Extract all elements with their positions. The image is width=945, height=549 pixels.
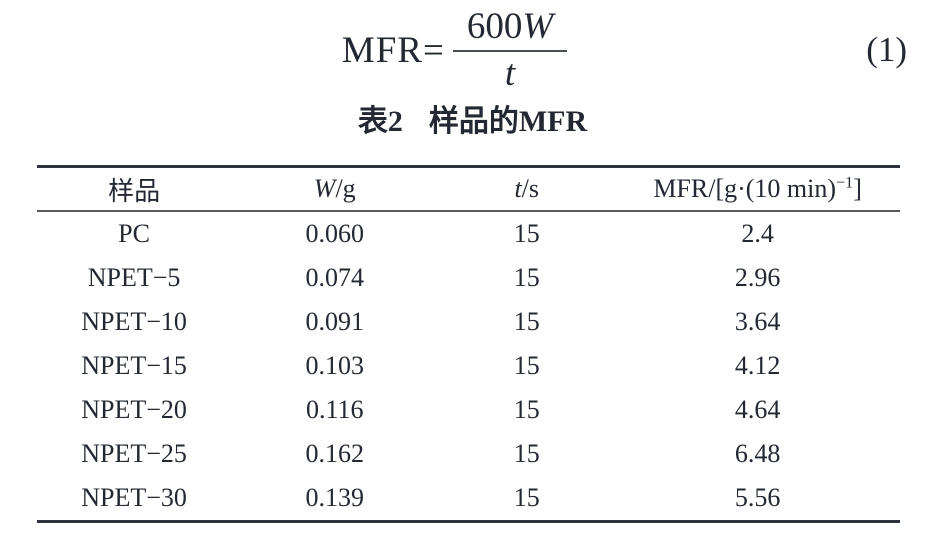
mfr-data-table: 样品 W/g t/s MFR/[g·(10 min)−1] PC 0.060 1… bbox=[37, 165, 900, 523]
header-mfr-prefix: MFR/[g·(10 min) bbox=[653, 174, 837, 203]
header-w-var: W bbox=[313, 174, 336, 203]
w-cell: 0.060 bbox=[305, 219, 364, 248]
header-sample: 样品 bbox=[37, 166, 232, 212]
t-cell: 15 bbox=[513, 351, 540, 380]
denominator-variable: t bbox=[504, 52, 516, 94]
header-w: W/g bbox=[231, 166, 439, 212]
table-row: NPET−5 0.074 15 2.96 bbox=[37, 256, 900, 300]
header-t: t/s bbox=[438, 166, 616, 212]
w-cell: 0.091 bbox=[305, 307, 364, 336]
table-row: NPET−15 0.103 15 4.12 bbox=[37, 344, 900, 388]
table-header: 样品 W/g t/s MFR/[g·(10 min)−1] bbox=[37, 166, 900, 212]
fraction-numerator: 600W bbox=[452, 5, 568, 52]
numerator-variable: W bbox=[522, 5, 554, 47]
mfr-cell: 5.56 bbox=[734, 483, 781, 512]
header-w-unit: /g bbox=[335, 174, 356, 203]
mfr-cell: 4.64 bbox=[734, 395, 781, 424]
equation-block: MFR= 600W t (1) bbox=[0, 0, 945, 100]
sample-cell: NPET−25 bbox=[81, 439, 187, 468]
table-row: NPET−30 0.139 15 5.56 bbox=[37, 476, 900, 522]
t-cell: 15 bbox=[513, 395, 540, 424]
header-mfr-suffix: ] bbox=[853, 174, 862, 203]
table-caption: 表2 样品的MFR bbox=[0, 102, 945, 142]
sample-cell: NPET−20 bbox=[81, 395, 187, 424]
t-cell: 15 bbox=[513, 439, 540, 468]
table-row: NPET−25 0.162 15 6.48 bbox=[37, 432, 900, 476]
header-row: 样品 W/g t/s MFR/[g·(10 min)−1] bbox=[37, 166, 900, 212]
mfr-cell: 4.12 bbox=[734, 351, 781, 380]
table-body: PC 0.060 15 2.4 NPET−5 0.074 15 2.96 NPE… bbox=[37, 211, 900, 522]
w-cell: 0.116 bbox=[305, 395, 364, 424]
sample-cell: NPET−15 bbox=[81, 351, 187, 380]
mfr-cell: 2.96 bbox=[734, 263, 781, 292]
t-cell: 15 bbox=[513, 263, 540, 292]
numerator-coefficient: 600 bbox=[466, 5, 523, 47]
w-cell: 0.162 bbox=[305, 439, 364, 468]
t-cell: 15 bbox=[513, 483, 540, 512]
t-cell: 15 bbox=[513, 219, 540, 248]
equation-lhs: MFR= bbox=[341, 29, 445, 71]
header-t-unit: /s bbox=[521, 174, 540, 203]
mfr-cell: 3.64 bbox=[734, 307, 781, 336]
table-caption-text: 样品的MFR bbox=[428, 105, 588, 138]
table-row: NPET−20 0.116 15 4.64 bbox=[37, 388, 900, 432]
w-cell: 0.103 bbox=[305, 351, 364, 380]
header-mfr: MFR/[g·(10 min)−1] bbox=[615, 166, 900, 212]
sample-cell: NPET−30 bbox=[81, 483, 187, 512]
equation-fraction: 600W t bbox=[452, 5, 568, 94]
sample-cell: NPET−10 bbox=[81, 307, 187, 336]
mfr-cell: 6.48 bbox=[734, 439, 781, 468]
table-row: PC 0.060 15 2.4 bbox=[37, 211, 900, 256]
sample-cell: PC bbox=[118, 219, 150, 248]
table-caption-label: 表2 bbox=[357, 105, 403, 138]
fraction-denominator: t bbox=[505, 52, 515, 94]
w-cell: 0.074 bbox=[305, 263, 364, 292]
table-row: NPET−10 0.091 15 3.64 bbox=[37, 300, 900, 344]
header-t-var: t bbox=[514, 174, 522, 203]
header-mfr-exponent: −1 bbox=[836, 174, 854, 192]
mfr-cell: 2.4 bbox=[741, 219, 774, 248]
equation-content: MFR= 600W t bbox=[0, 0, 945, 100]
w-cell: 0.139 bbox=[305, 483, 364, 512]
sample-cell: NPET−5 bbox=[87, 263, 181, 292]
t-cell: 15 bbox=[513, 307, 540, 336]
equation-number: (1) bbox=[866, 30, 907, 69]
